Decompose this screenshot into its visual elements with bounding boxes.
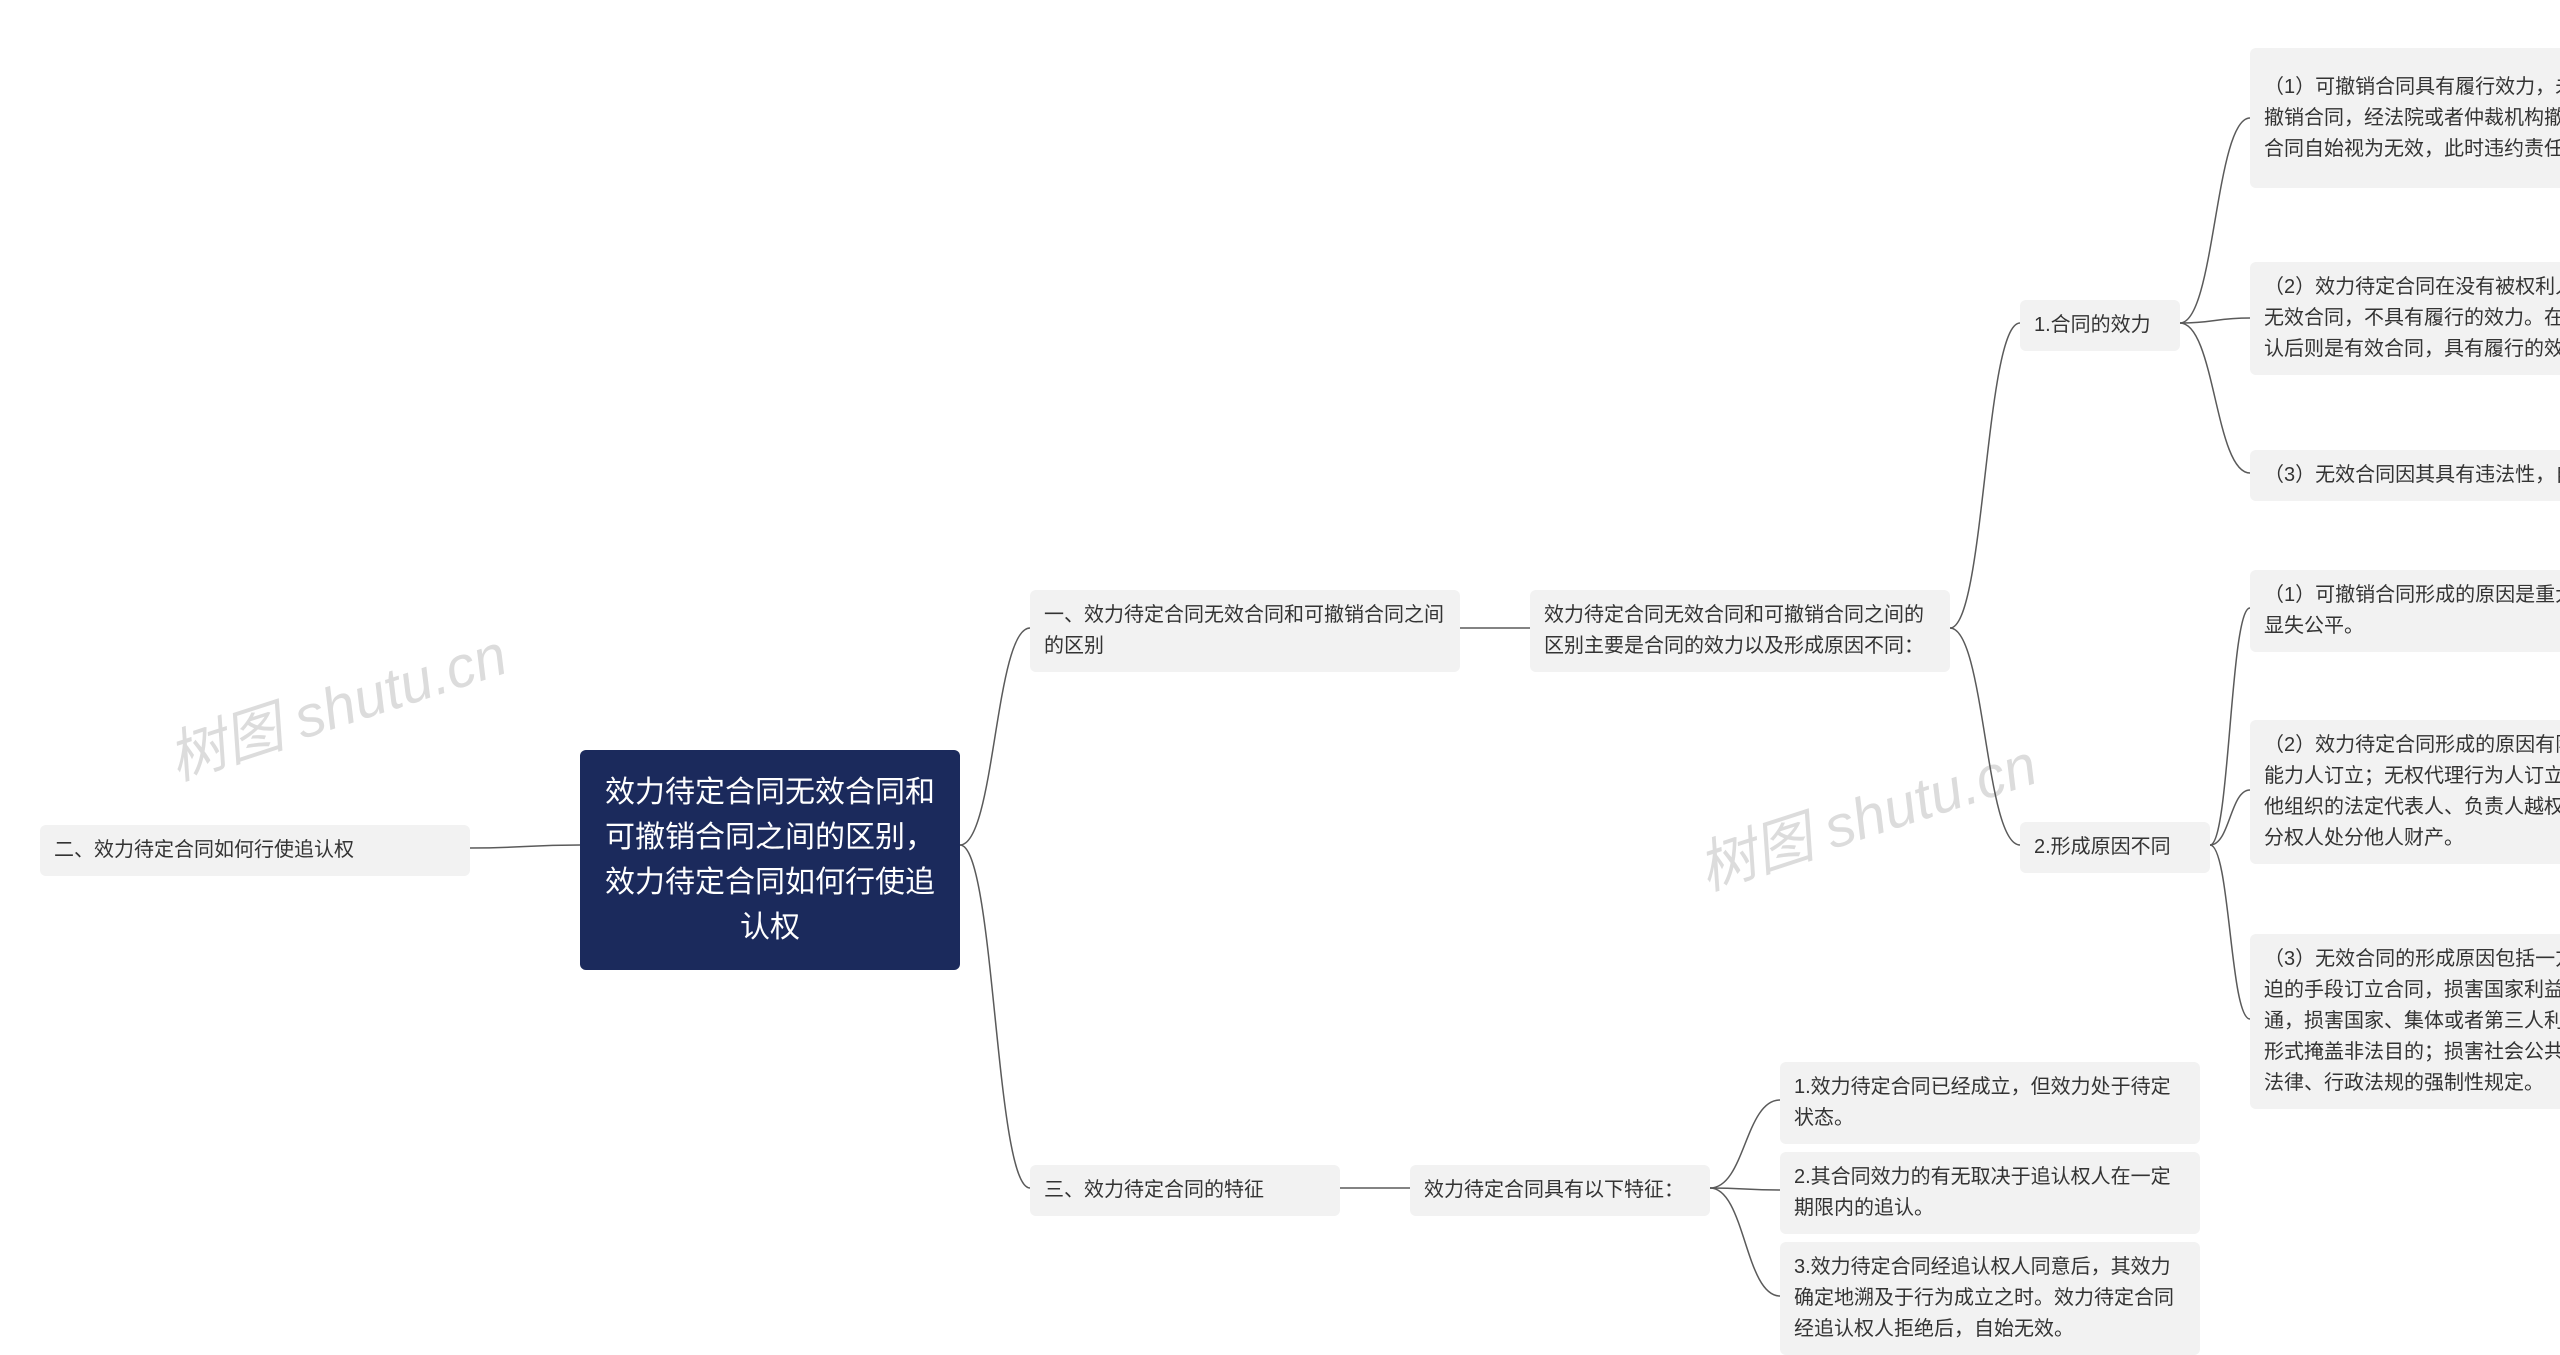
connector xyxy=(2210,608,2250,845)
connector xyxy=(1710,1188,1780,1190)
node-cause-1: （1）可撤销合同形成的原因是重大误解订立、显失公平。 xyxy=(2250,570,2560,652)
node-section-1-intro: 效力待定合同无效合同和可撤销合同之间的区别主要是合同的效力以及形成原因不同： xyxy=(1530,590,1950,672)
connector xyxy=(1710,1100,1780,1188)
node-validity-1: （1）可撤销合同具有履行效力，未履行者请求撤销合同，经法院或者仲裁机构撤销合同后… xyxy=(2250,48,2560,188)
watermark-1: 树图 shutu.cn xyxy=(156,608,516,796)
connector xyxy=(1950,323,2020,628)
watermark-2: 树图 shutu.cn xyxy=(1686,718,2046,906)
node-aspect-cause: 2.形成原因不同 xyxy=(2020,822,2210,873)
connector xyxy=(2210,790,2250,845)
node-section-3-intro: 效力待定合同具有以下特征： xyxy=(1410,1165,1710,1216)
connector xyxy=(2180,323,2250,473)
node-aspect-validity: 1.合同的效力 xyxy=(2020,300,2180,351)
connector xyxy=(2180,318,2250,323)
connector xyxy=(2180,118,2250,323)
connector xyxy=(960,845,1030,1188)
connector xyxy=(1950,628,2020,845)
connector xyxy=(960,628,1030,845)
node-section-1: 一、效力待定合同无效合同和可撤销合同之间的区别 xyxy=(1030,590,1460,672)
node-section-3: 三、效力待定合同的特征 xyxy=(1030,1165,1340,1216)
node-feature-1: 1.效力待定合同已经成立，但效力处于待定状态。 xyxy=(1780,1062,2200,1144)
connector xyxy=(470,845,580,848)
node-left-section-2: 二、效力待定合同如何行使追认权 xyxy=(40,825,470,876)
node-cause-2: （2）效力待定合同形成的原因有限制民事行为能力人订立；无权代理行为人订立；法人或… xyxy=(2250,720,2560,864)
node-validity-2: （2）效力待定合同在没有被权利人确认之前是无效合同，不具有履行的效力。在被权利人… xyxy=(2250,262,2560,375)
node-validity-3: （3）无效合同因其具有违法性，自始无效。 xyxy=(2250,450,2560,501)
node-cause-3: （3）无效合同的形成原因包括一方以欺诈、胁迫的手段订立合同，损害国家利益；恶意串… xyxy=(2250,934,2560,1109)
node-feature-2: 2.其合同效力的有无取决于追认权人在一定期限内的追认。 xyxy=(1780,1152,2200,1234)
connector xyxy=(2210,845,2250,1019)
mindmap-canvas: 树图 shutu.cn 树图 shutu.cn 效力待定合同无效合同和可撤销合同… xyxy=(0,0,2560,1329)
node-feature-3: 3.效力待定合同经追认权人同意后，其效力确定地溯及于行为成立之时。效力待定合同经… xyxy=(1780,1242,2200,1355)
node-root: 效力待定合同无效合同和可撤销合同之间的区别，效力待定合同如何行使追认权 xyxy=(580,750,960,970)
connector xyxy=(1710,1188,1780,1296)
